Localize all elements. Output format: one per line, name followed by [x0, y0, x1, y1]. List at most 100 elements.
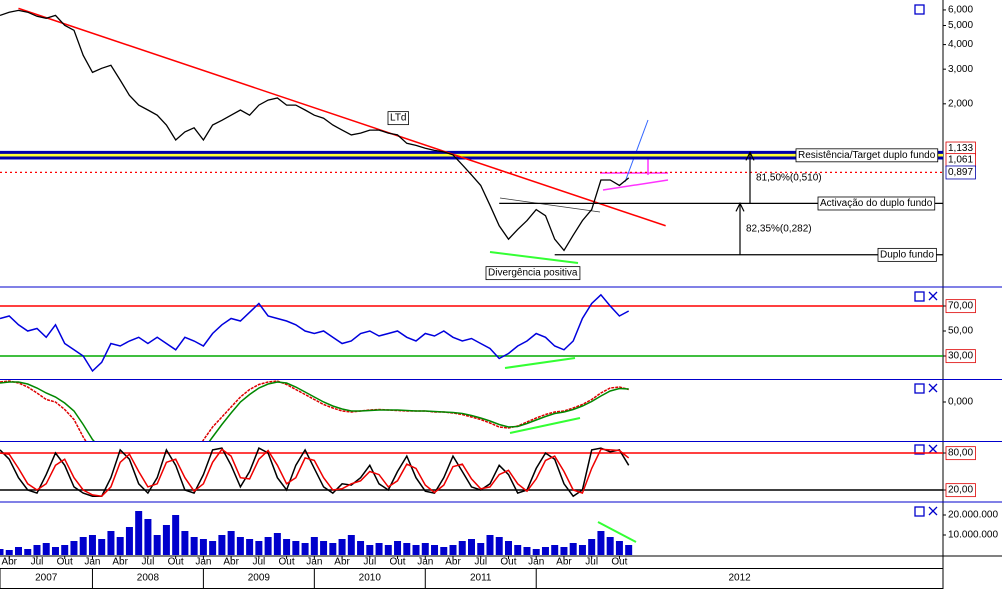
volume-bar: [255, 541, 263, 555]
y-tick-label: 0,000: [948, 397, 973, 408]
close-icon[interactable]: [928, 506, 938, 516]
measure-arrow-head: [735, 202, 745, 212]
y-tick-label: 3,000: [948, 64, 973, 75]
x-tick-label: Out: [168, 557, 184, 568]
volume-bar: [301, 543, 309, 555]
volume-bar: [625, 545, 633, 555]
panel: [0, 7, 943, 256]
x-tick-label: Out: [57, 557, 73, 568]
maximize-icon[interactable]: [914, 4, 925, 15]
volume-bar: [51, 547, 59, 555]
volume-bar: [477, 543, 485, 555]
divergence-line: [504, 357, 576, 369]
maximize-icon[interactable]: [914, 383, 925, 394]
x-tick-label: Jul: [585, 557, 598, 568]
x-tick-label: Out: [389, 557, 405, 568]
y-tick-label: 20,00: [948, 485, 973, 496]
x-tick-label: Jan: [306, 557, 322, 568]
volume-bar: [33, 545, 41, 555]
band-label: Resistência/Target duplo fundo: [798, 150, 936, 161]
y-tick-label-box: [945, 165, 976, 180]
divergence-line: [509, 417, 581, 434]
maximize-icon[interactable]: [914, 506, 925, 517]
x-tick-label: Jul: [31, 557, 44, 568]
volume-bar: [329, 543, 337, 555]
level-label: Activação do duplo fundo: [820, 198, 933, 209]
volume-bar: [79, 537, 87, 555]
close-icon[interactable]: [928, 444, 938, 454]
volume-bar: [310, 537, 318, 555]
band-label-box: [795, 148, 939, 163]
x-tick-label: Jan: [195, 557, 211, 568]
volume-bar: [412, 545, 420, 555]
volume-bar: [162, 525, 170, 555]
trendline-label: LTd: [390, 113, 407, 124]
volume-bar: [181, 531, 189, 555]
volume-bar: [70, 541, 78, 555]
x-tick-label: Abr: [334, 557, 350, 568]
x-tick-label: Jul: [252, 557, 265, 568]
volume-bar: [504, 541, 512, 555]
x-tick-label: Jul: [474, 557, 487, 568]
volume-bar: [486, 535, 494, 555]
close-icon[interactable]: [928, 383, 938, 393]
y-tick-label: 1,061: [948, 155, 973, 166]
divergence-line: [489, 251, 579, 264]
year-label: 2012: [728, 573, 751, 584]
volume-bar: [125, 527, 133, 555]
y-tick-label-box: [945, 483, 976, 498]
year-label: 2007: [35, 573, 58, 584]
volume-bar: [209, 541, 217, 555]
y-tick-label: 6,000: [948, 5, 973, 16]
volume-bar: [357, 541, 365, 555]
x-tick-label: Jul: [142, 557, 155, 568]
y-tick-label: 10.000.000: [948, 530, 998, 541]
y-tick-label: 30,00: [948, 351, 973, 362]
volume-bar: [107, 531, 115, 555]
volume-bar: [292, 541, 300, 555]
level-label-box: [877, 247, 937, 262]
measure-label: 82,35%(0,282): [746, 224, 812, 235]
panel: [0, 380, 629, 441]
series-line: [0, 293, 630, 373]
volume-bar: [523, 547, 531, 555]
year-label: 2008: [137, 573, 160, 584]
y-tick-label: 80,00: [948, 448, 973, 459]
series-line: [0, 447, 630, 498]
maximize-icon[interactable]: [914, 444, 925, 455]
level-label-box: [817, 196, 936, 211]
volume-bar: [42, 543, 50, 555]
volume-bar: [606, 537, 614, 555]
volume-bar: [338, 539, 346, 555]
volume-bar: [264, 537, 272, 555]
volume-bar: [88, 535, 96, 555]
x-tick-label: Abr: [112, 557, 128, 568]
divergence-line: [597, 521, 637, 543]
volume-bar: [560, 547, 568, 555]
close-icon[interactable]: [928, 291, 938, 301]
volume-bar: [283, 539, 291, 555]
x-tick-label: Abr: [445, 557, 461, 568]
y-tick-label: 4,000: [948, 39, 973, 50]
y-tick-label-box: [945, 349, 976, 364]
series-line: [0, 381, 629, 441]
volume-bar: [246, 539, 254, 555]
triangle-pattern: [600, 172, 669, 191]
x-tick-label: Out: [279, 557, 295, 568]
maximize-icon[interactable]: [914, 291, 925, 302]
volume-bar: [403, 543, 411, 555]
panel: [0, 293, 943, 373]
x-tick-label: Jan: [528, 557, 544, 568]
volume-bar: [440, 547, 448, 555]
volume-bar: [5, 550, 13, 555]
neckline: [499, 197, 601, 213]
volume-bar: [135, 511, 143, 555]
frame: [0, 0, 1002, 589]
series-line: [0, 380, 629, 441]
volume-bar: [0, 549, 4, 555]
volume-bar: [569, 543, 577, 555]
decorations: [489, 119, 669, 543]
year-label: 2009: [248, 573, 271, 584]
volume-bar: [218, 535, 226, 555]
